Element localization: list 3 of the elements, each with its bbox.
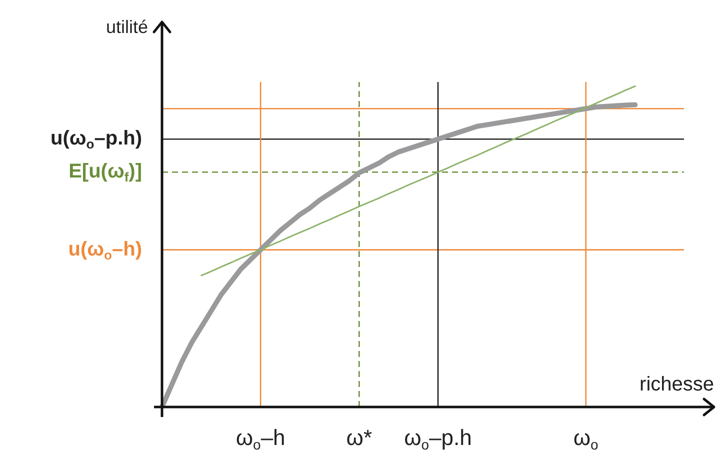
x-axis-title: richesse	[640, 374, 714, 396]
x-tick-label: ω*	[346, 425, 372, 450]
y-axis-title: utilité	[106, 16, 148, 37]
